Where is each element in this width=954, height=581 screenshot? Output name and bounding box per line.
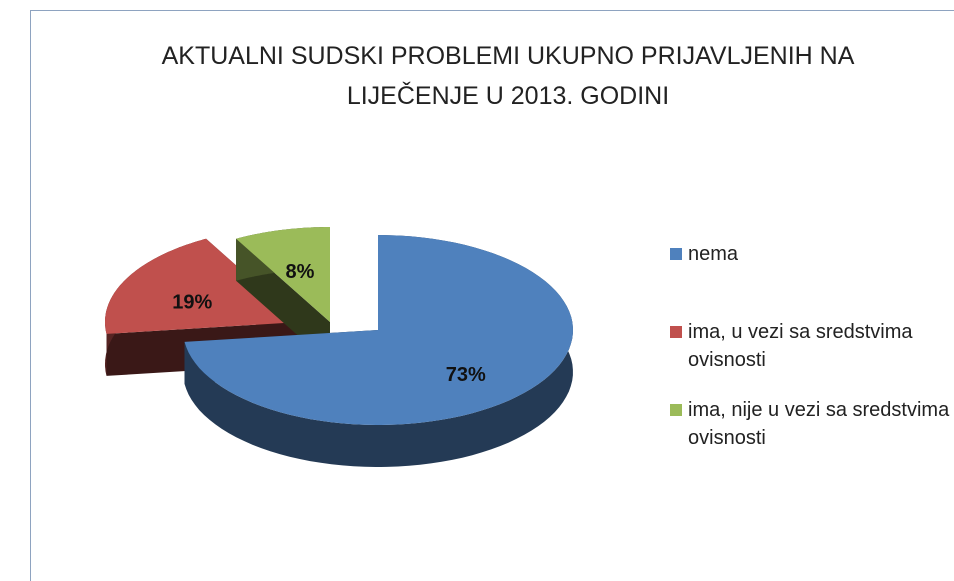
legend-swatch [670,248,682,260]
data-label: 8% [285,261,314,283]
legend-item: nema [670,240,954,268]
legend-label: ima, u vezi sa sredstvima ovisnosti [688,321,913,371]
data-label: 19% [172,292,212,314]
legend-label: nema [688,243,739,265]
pie-slice: 8% [236,227,330,364]
legend-item: ima, u vezi sa sredstvima ovisnosti [670,318,954,374]
legend-item: ima, nije u vezi sa sredstvima ovisnosti [670,396,954,452]
slice-top [236,227,330,322]
pie-slice: 19% [105,238,300,376]
data-label: 73% [446,364,486,386]
legend-label: ima, nije u vezi sa sredstvima ovisnosti [688,399,950,449]
slice-top [105,238,300,334]
legend-swatch [670,326,682,338]
slice-top [184,235,573,425]
chart-frame [30,10,954,581]
chart-title: AKTUALNI SUDSKI PROBLEMI UKUPNO PRIJAVLJ… [161,42,855,110]
pie-slice: 73% [184,235,573,467]
legend-swatch [670,404,682,416]
